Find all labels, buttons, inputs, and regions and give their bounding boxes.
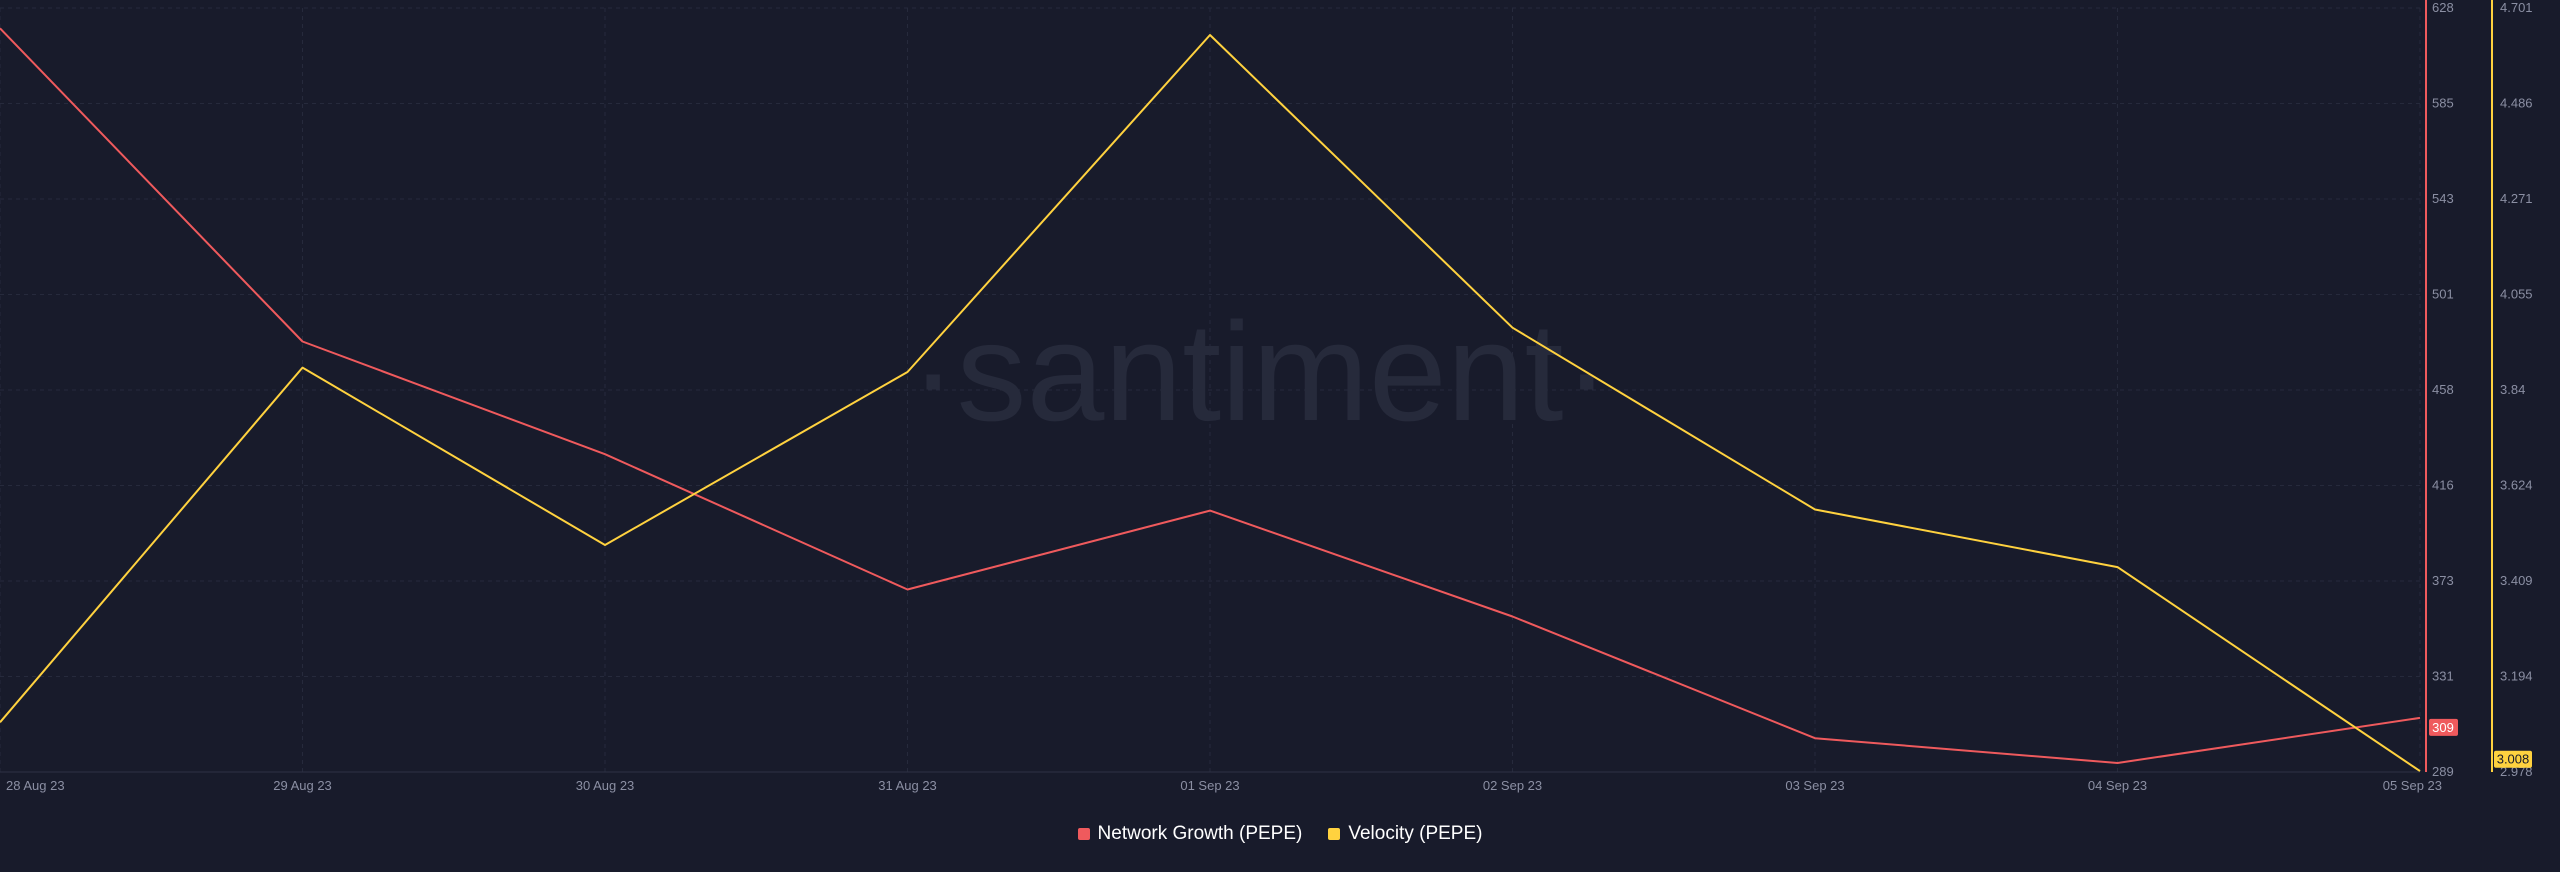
legend-item-velocity[interactable]: Velocity (PEPE) <box>1328 823 1482 845</box>
right-y-tick-label: 4.271 <box>2500 191 2533 206</box>
left-y-tick-label: 585 <box>2432 96 2454 111</box>
network-growth-value-label: 309 <box>2432 720 2454 735</box>
legend-label-network-growth: Network Growth (PEPE) <box>1097 823 1303 844</box>
x-tick-label: 30 Aug 23 <box>576 778 635 793</box>
x-tick-label: 03 Sep 23 <box>1785 778 1844 793</box>
network-growth-line <box>0 27 2421 764</box>
x-tick-label: 05 Sep 23 <box>2383 778 2442 793</box>
legend-item-network-growth[interactable]: Network Growth (PEPE) <box>1077 823 1303 845</box>
left-y-tick-label: 458 <box>2432 382 2454 397</box>
right-y-tick-label: 4.486 <box>2500 96 2533 111</box>
grid <box>0 7 2421 773</box>
network-growth-value-badge <box>2429 718 2458 736</box>
x-tick-label: 28 Aug 23 <box>6 778 65 793</box>
velocity-value-label: 3.008 <box>2497 752 2530 767</box>
right-y-tick-label: 3.84 <box>2500 382 2525 397</box>
x-tick-label: 02 Sep 23 <box>1483 778 1542 793</box>
series-lines <box>0 27 2421 772</box>
left-y-tick-label: 543 <box>2432 191 2454 206</box>
velocity-value-badge <box>2494 750 2532 768</box>
x-tick-label: 04 Sep 23 <box>2088 778 2147 793</box>
right-y-tick-label: 3.624 <box>2500 478 2533 493</box>
santiment-watermark: ·santiment· <box>910 293 1610 450</box>
legend-label-velocity: Velocity (PEPE) <box>1348 823 1483 844</box>
left-y-tick-label: 331 <box>2432 669 2454 684</box>
velocity-line <box>0 34 2421 772</box>
axes: 28 Aug 23 29 Aug 23 30 Aug 23 31 Aug 23 01 S… <box>6 0 2533 793</box>
legend: Network Growth (PEPE) Velocity (PEPE) <box>0 820 2560 848</box>
right-y-tick-label: 3.409 <box>2500 573 2533 588</box>
left-y-tick-label: 416 <box>2432 478 2454 493</box>
velocity-swatch-icon <box>1328 828 1341 840</box>
right-y-tick-label: 4.701 <box>2500 0 2533 15</box>
right-y-tick-label: 2.978 <box>2500 764 2533 779</box>
x-tick-label: 31 Aug 23 <box>878 778 937 793</box>
left-y-tick-label: 501 <box>2432 287 2454 302</box>
right-y-tick-label: 4.055 <box>2500 287 2533 302</box>
x-tick-label: 01 Sep 23 <box>1180 778 1239 793</box>
right-y-tick-label: 3.194 <box>2500 669 2533 684</box>
left-y-tick-label: 373 <box>2432 573 2454 588</box>
x-tick-label: 29 Aug 23 <box>273 778 332 793</box>
left-y-tick-label: 628 <box>2432 0 2454 15</box>
network-growth-swatch-icon <box>1077 828 1090 840</box>
left-y-tick-label: 289 <box>2432 764 2454 779</box>
